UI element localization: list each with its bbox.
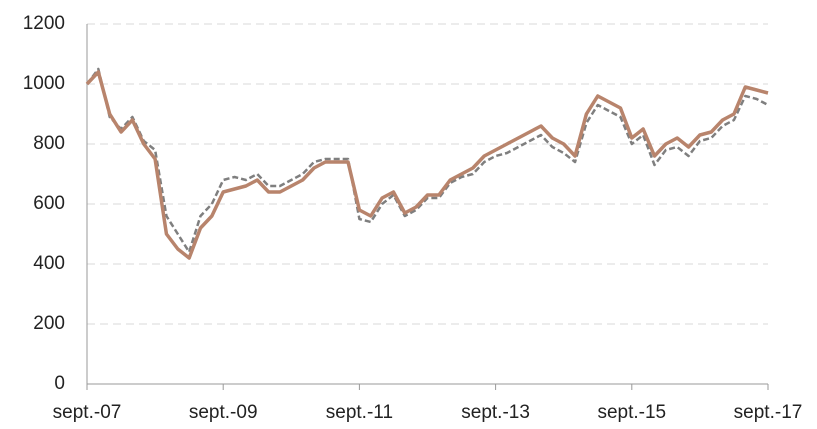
x-tick-label: sept.-13 [461,402,530,423]
y-tick-label: 400 [33,253,65,274]
series-line [85,70,769,260]
x-tick-label: sept.-15 [597,402,666,423]
x-tick-label: sept.-17 [734,402,803,423]
series-line [86,67,769,254]
y-tick-label: 1200 [23,13,65,34]
y-tick-label: 600 [33,193,65,214]
x-tick-label: sept.-07 [53,402,122,423]
x-tick-label: sept.-09 [189,402,258,423]
y-tick-label: 200 [33,313,65,334]
y-tick-label: 0 [54,373,65,394]
y-tick-label: 1000 [23,73,65,94]
x-tick-label: sept.-11 [326,402,393,423]
y-tick-label: 800 [33,133,65,154]
